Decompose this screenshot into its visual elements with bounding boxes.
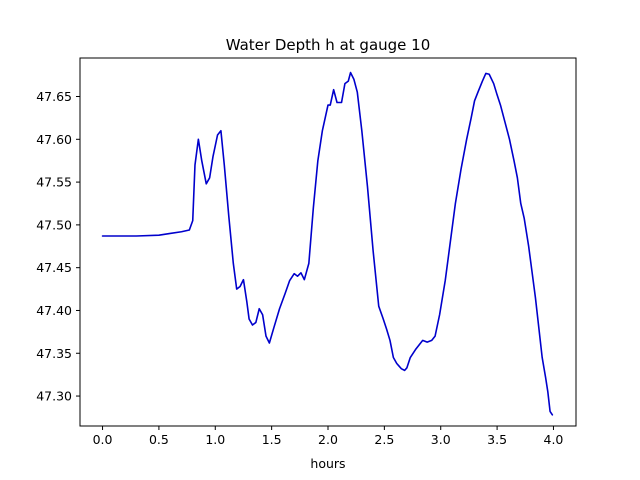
x-tick-label: 0.5 (149, 432, 169, 447)
y-tick-label: 47.55 (36, 175, 72, 190)
x-axis: 0.0 0.5 1.0 1.5 2.0 2.5 3.0 3.5 4.0 (93, 426, 564, 447)
x-tick-label: 3.5 (487, 432, 507, 447)
y-tick-label: 47.35 (36, 346, 72, 361)
y-axis: 47.30 47.35 47.40 47.45 47.50 47.55 47.60 47.65 (36, 89, 80, 404)
x-axis-label: hours (310, 456, 345, 471)
y-tick-label: 47.45 (36, 260, 72, 275)
x-tick-label: 2.5 (374, 432, 394, 447)
y-tick-label: 47.30 (36, 389, 72, 404)
y-tick-label: 47.50 (36, 217, 72, 232)
x-tick-label: 1.0 (205, 432, 225, 447)
y-tick-label: 47.40 (36, 303, 72, 318)
plot-area (80, 58, 576, 426)
x-tick-label: 0.0 (93, 432, 113, 447)
data-layer (101, 71, 554, 416)
y-tick-label: 47.60 (36, 132, 72, 147)
chart-title: Water Depth h at gauge 10 (226, 36, 431, 54)
x-tick-label: 2.0 (318, 432, 338, 447)
x-tick-label: 4.0 (544, 432, 564, 447)
x-tick-label: 3.0 (431, 432, 451, 447)
series-line-0 (101, 71, 554, 416)
plot-frame (79, 57, 577, 427)
y-tick-label: 47.65 (36, 89, 72, 104)
x-tick-label: 1.5 (262, 432, 282, 447)
